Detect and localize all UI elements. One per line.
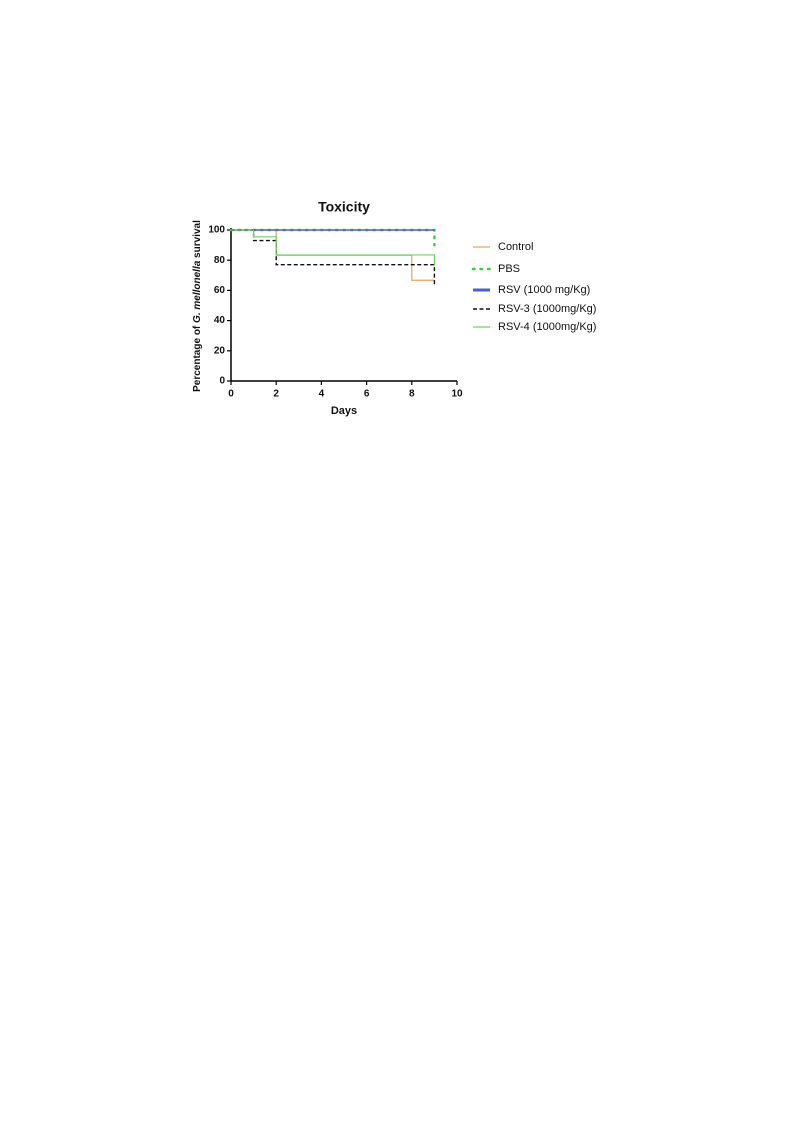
y-tick-label: 20: [214, 345, 226, 356]
legend-label: PBS: [498, 263, 520, 275]
x-tick-label: 2: [273, 389, 279, 400]
x-tick-label: 0: [228, 389, 234, 400]
survival-line: [231, 229, 436, 286]
y-tick-label: 100: [208, 225, 225, 236]
survival-line: [229, 228, 436, 247]
y-axis-label: Percentage of G. mellonella survival: [192, 220, 203, 392]
y-label-part: survival: [192, 220, 203, 261]
legend-label: Control: [498, 241, 533, 253]
survival-line: [231, 229, 435, 266]
y-tick-label: 80: [214, 255, 226, 266]
chart-title: Toxicity: [318, 199, 370, 215]
legend-label: RSV (1000 mg/Kg): [498, 284, 590, 296]
y-tick-label: 40: [214, 315, 226, 326]
y-label-part: Percentage of: [192, 323, 203, 392]
y-tick-label: 60: [214, 285, 226, 296]
legend-label: RSV-3 (1000mg/Kg): [498, 303, 596, 315]
x-tick-label: 4: [319, 389, 325, 400]
x-tick-label: 10: [451, 389, 463, 400]
y-label-part: G. mellonella: [192, 260, 203, 323]
x-tick-label: 6: [364, 389, 370, 400]
x-axis-label: Days: [331, 405, 357, 417]
x-tick-label: 8: [409, 389, 415, 400]
legend-label: RSV-4 (1000mg/Kg): [498, 321, 596, 333]
y-tick-label: 0: [219, 376, 225, 387]
